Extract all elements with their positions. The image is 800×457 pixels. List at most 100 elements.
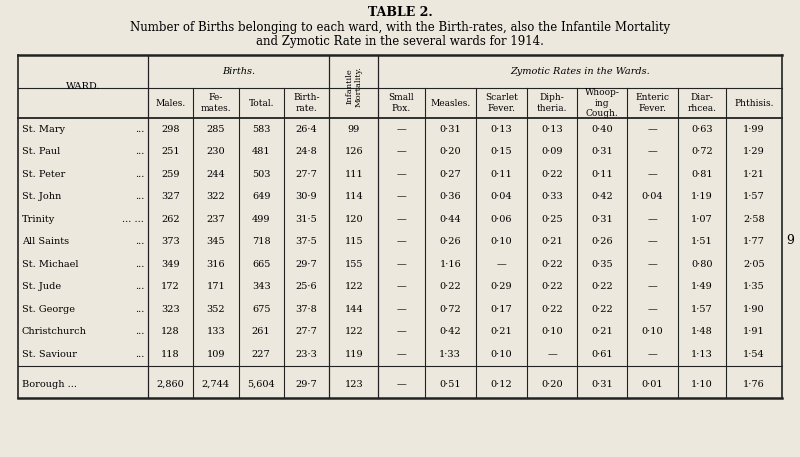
Text: 0·04: 0·04 [642, 192, 663, 201]
Text: 1·10: 1·10 [691, 380, 713, 389]
Text: 0·26: 0·26 [591, 237, 613, 246]
Text: St. Michael: St. Michael [22, 260, 78, 269]
Text: 583: 583 [252, 125, 270, 134]
Text: 123: 123 [344, 380, 363, 389]
Text: —: — [497, 260, 506, 269]
Text: 111: 111 [344, 170, 363, 179]
Text: —: — [648, 305, 658, 314]
Text: 1·33: 1·33 [439, 350, 461, 359]
Text: Small
Pox.: Small Pox. [389, 93, 414, 113]
Text: 0·61: 0·61 [591, 350, 613, 359]
Text: 155: 155 [345, 260, 363, 269]
Text: 0·22: 0·22 [591, 282, 613, 291]
Text: St. Mary: St. Mary [22, 125, 65, 134]
Text: St. Paul: St. Paul [22, 147, 60, 156]
Text: Fe-
mates.: Fe- mates. [201, 93, 231, 113]
Text: —: — [648, 147, 658, 156]
Text: Christchurch: Christchurch [22, 327, 87, 336]
Text: 0·21: 0·21 [542, 237, 563, 246]
Text: 0·26: 0·26 [439, 237, 461, 246]
Text: 122: 122 [344, 282, 363, 291]
Text: —: — [397, 260, 406, 269]
Text: Birth-
rate.: Birth- rate. [294, 93, 320, 113]
Text: 2,860: 2,860 [157, 380, 185, 389]
Text: 0·42: 0·42 [439, 327, 461, 336]
Text: Diph-
theria.: Diph- theria. [537, 93, 567, 113]
Text: 126: 126 [345, 147, 363, 156]
Text: 0·35: 0·35 [591, 260, 613, 269]
Text: 0·12: 0·12 [490, 380, 512, 389]
Text: 115: 115 [345, 237, 363, 246]
Text: 26·4: 26·4 [295, 125, 318, 134]
Text: WARD.: WARD. [66, 82, 100, 91]
Text: Births.: Births. [222, 67, 255, 76]
Text: 0·21: 0·21 [591, 327, 613, 336]
Text: 0·11: 0·11 [490, 170, 512, 179]
Text: 0·09: 0·09 [542, 147, 563, 156]
Text: 37·8: 37·8 [295, 305, 318, 314]
Text: 1·99: 1·99 [743, 125, 765, 134]
Text: 0·20: 0·20 [439, 147, 461, 156]
Text: ...: ... [134, 192, 144, 201]
Text: 9: 9 [786, 234, 794, 246]
Text: TABLE 2.: TABLE 2. [368, 6, 432, 20]
Text: 99: 99 [348, 125, 360, 134]
Text: Trinity: Trinity [22, 215, 55, 224]
Text: 1·57: 1·57 [743, 192, 765, 201]
Text: 0·04: 0·04 [490, 192, 512, 201]
Text: Zymotic Rates in the Wards.: Zymotic Rates in the Wards. [510, 67, 650, 76]
Text: 120: 120 [345, 215, 363, 224]
Text: 0·33: 0·33 [542, 192, 563, 201]
Text: —: — [648, 237, 658, 246]
Text: 1·19: 1·19 [691, 192, 713, 201]
Text: —: — [648, 260, 658, 269]
Text: 30·9: 30·9 [296, 192, 318, 201]
Text: 481: 481 [252, 147, 270, 156]
Text: Measles.: Measles. [430, 99, 470, 107]
Text: 298: 298 [162, 125, 180, 134]
Text: 316: 316 [206, 260, 226, 269]
Text: 23·3: 23·3 [295, 350, 318, 359]
Text: 114: 114 [344, 192, 363, 201]
Text: 0·63: 0·63 [691, 125, 713, 134]
Text: 1·54: 1·54 [743, 350, 765, 359]
Text: —: — [397, 125, 406, 134]
Text: 128: 128 [162, 327, 180, 336]
Text: 0·27: 0·27 [439, 170, 461, 179]
Text: Number of Births belonging to each ward, with the Birth-rates, also the Infantil: Number of Births belonging to each ward,… [130, 21, 670, 34]
Text: St. Jude: St. Jude [22, 282, 61, 291]
Text: 1·49: 1·49 [691, 282, 713, 291]
Text: ...: ... [134, 237, 144, 246]
Text: 0·10: 0·10 [542, 327, 563, 336]
Text: and Zymotic Rate in the several wards for 1914.: and Zymotic Rate in the several wards fo… [256, 34, 544, 48]
Text: 1·29: 1·29 [743, 147, 765, 156]
Text: Diar-
rhcea.: Diar- rhcea. [687, 93, 716, 113]
Text: Males.: Males. [155, 99, 186, 107]
Text: 27·7: 27·7 [295, 170, 318, 179]
Text: 649: 649 [252, 192, 270, 201]
Text: 1·57: 1·57 [691, 305, 713, 314]
Text: St. John: St. John [22, 192, 62, 201]
Text: 118: 118 [162, 350, 180, 359]
Text: 499: 499 [252, 215, 270, 224]
Text: —: — [397, 350, 406, 359]
Text: ...: ... [134, 260, 144, 269]
Text: 0·22: 0·22 [542, 282, 563, 291]
Text: ...: ... [134, 327, 144, 336]
Text: 0·10: 0·10 [490, 237, 512, 246]
Text: 327: 327 [162, 192, 180, 201]
Text: 1·16: 1·16 [439, 260, 461, 269]
Text: Scarlet
Fever.: Scarlet Fever. [485, 93, 518, 113]
Text: 352: 352 [206, 305, 226, 314]
Text: 0·31: 0·31 [591, 380, 613, 389]
Text: 29·7: 29·7 [295, 260, 318, 269]
Text: ...: ... [134, 282, 144, 291]
Text: 0·22: 0·22 [439, 282, 461, 291]
Text: Whoop-
ing
Cough.: Whoop- ing Cough. [585, 88, 620, 118]
Text: 1·07: 1·07 [691, 215, 713, 224]
Text: 230: 230 [206, 147, 226, 156]
Text: Phthisis.: Phthisis. [734, 99, 774, 107]
Text: —: — [547, 350, 557, 359]
Text: 2,744: 2,744 [202, 380, 230, 389]
Text: —: — [648, 215, 658, 224]
